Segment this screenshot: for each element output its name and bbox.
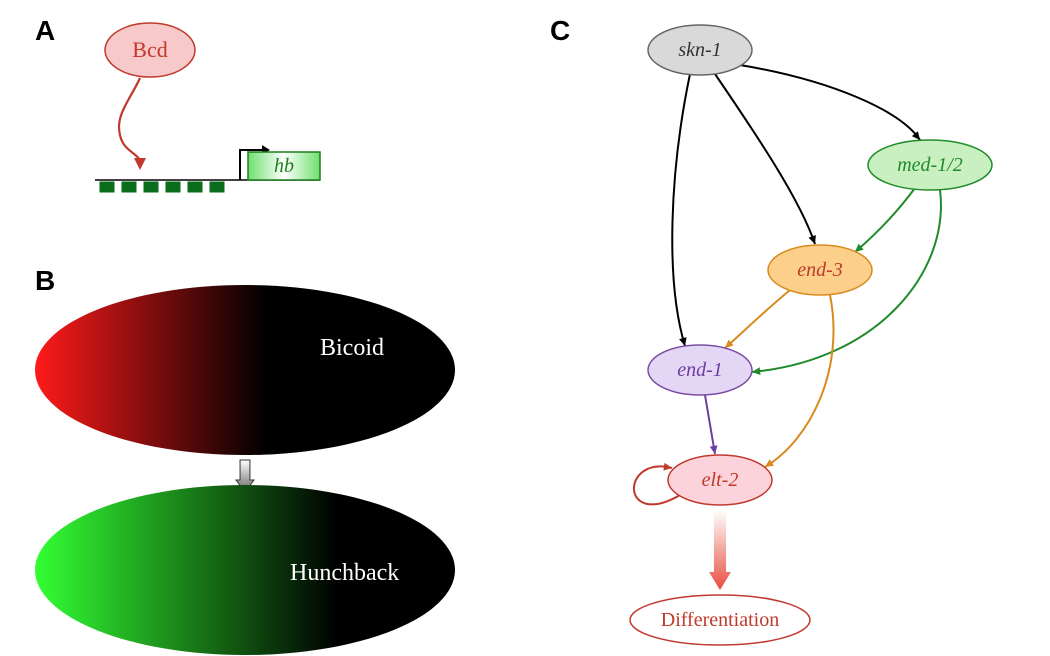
panel-label-C: C [550, 15, 570, 46]
bicoid-embryo [35, 285, 455, 455]
edge-skn1-end3 [715, 74, 815, 244]
edge-end3-elt2 [765, 295, 834, 467]
edge-end3-end1 [725, 290, 790, 348]
binding-site [144, 182, 158, 192]
node-label-med12: med-1/2 [897, 154, 963, 176]
node-label-diff: Differentiation [661, 609, 779, 631]
edge-head-end1-elt2 [710, 445, 718, 454]
binding-site [100, 182, 114, 192]
edge-end1-elt2 [705, 395, 715, 454]
node-label-end1: end-1 [677, 359, 723, 381]
node-label-end3: end-3 [797, 259, 843, 281]
bcd-label: Bcd [132, 37, 167, 62]
node-label-skn1: skn-1 [678, 39, 721, 61]
differentiation-arrow-icon [709, 510, 731, 590]
hb-gene-label: hb [274, 155, 294, 177]
bcd-arrow [119, 78, 140, 160]
binding-site [210, 182, 224, 192]
binding-site [188, 182, 202, 192]
panel-label-B: B [35, 265, 55, 296]
binding-site [166, 182, 180, 192]
node-label-elt2: elt-2 [702, 469, 739, 491]
edge-skn1-end1 [672, 74, 690, 346]
edge-med12-end3 [855, 188, 915, 252]
binding-site [122, 182, 136, 192]
bcd-arrow-head [134, 158, 146, 170]
panel-label-A: A [35, 15, 55, 46]
bicoid-label: Bicoid [320, 335, 384, 361]
edge-skn1-med12 [740, 65, 920, 140]
hunchback-label: Hunchback [290, 560, 399, 586]
